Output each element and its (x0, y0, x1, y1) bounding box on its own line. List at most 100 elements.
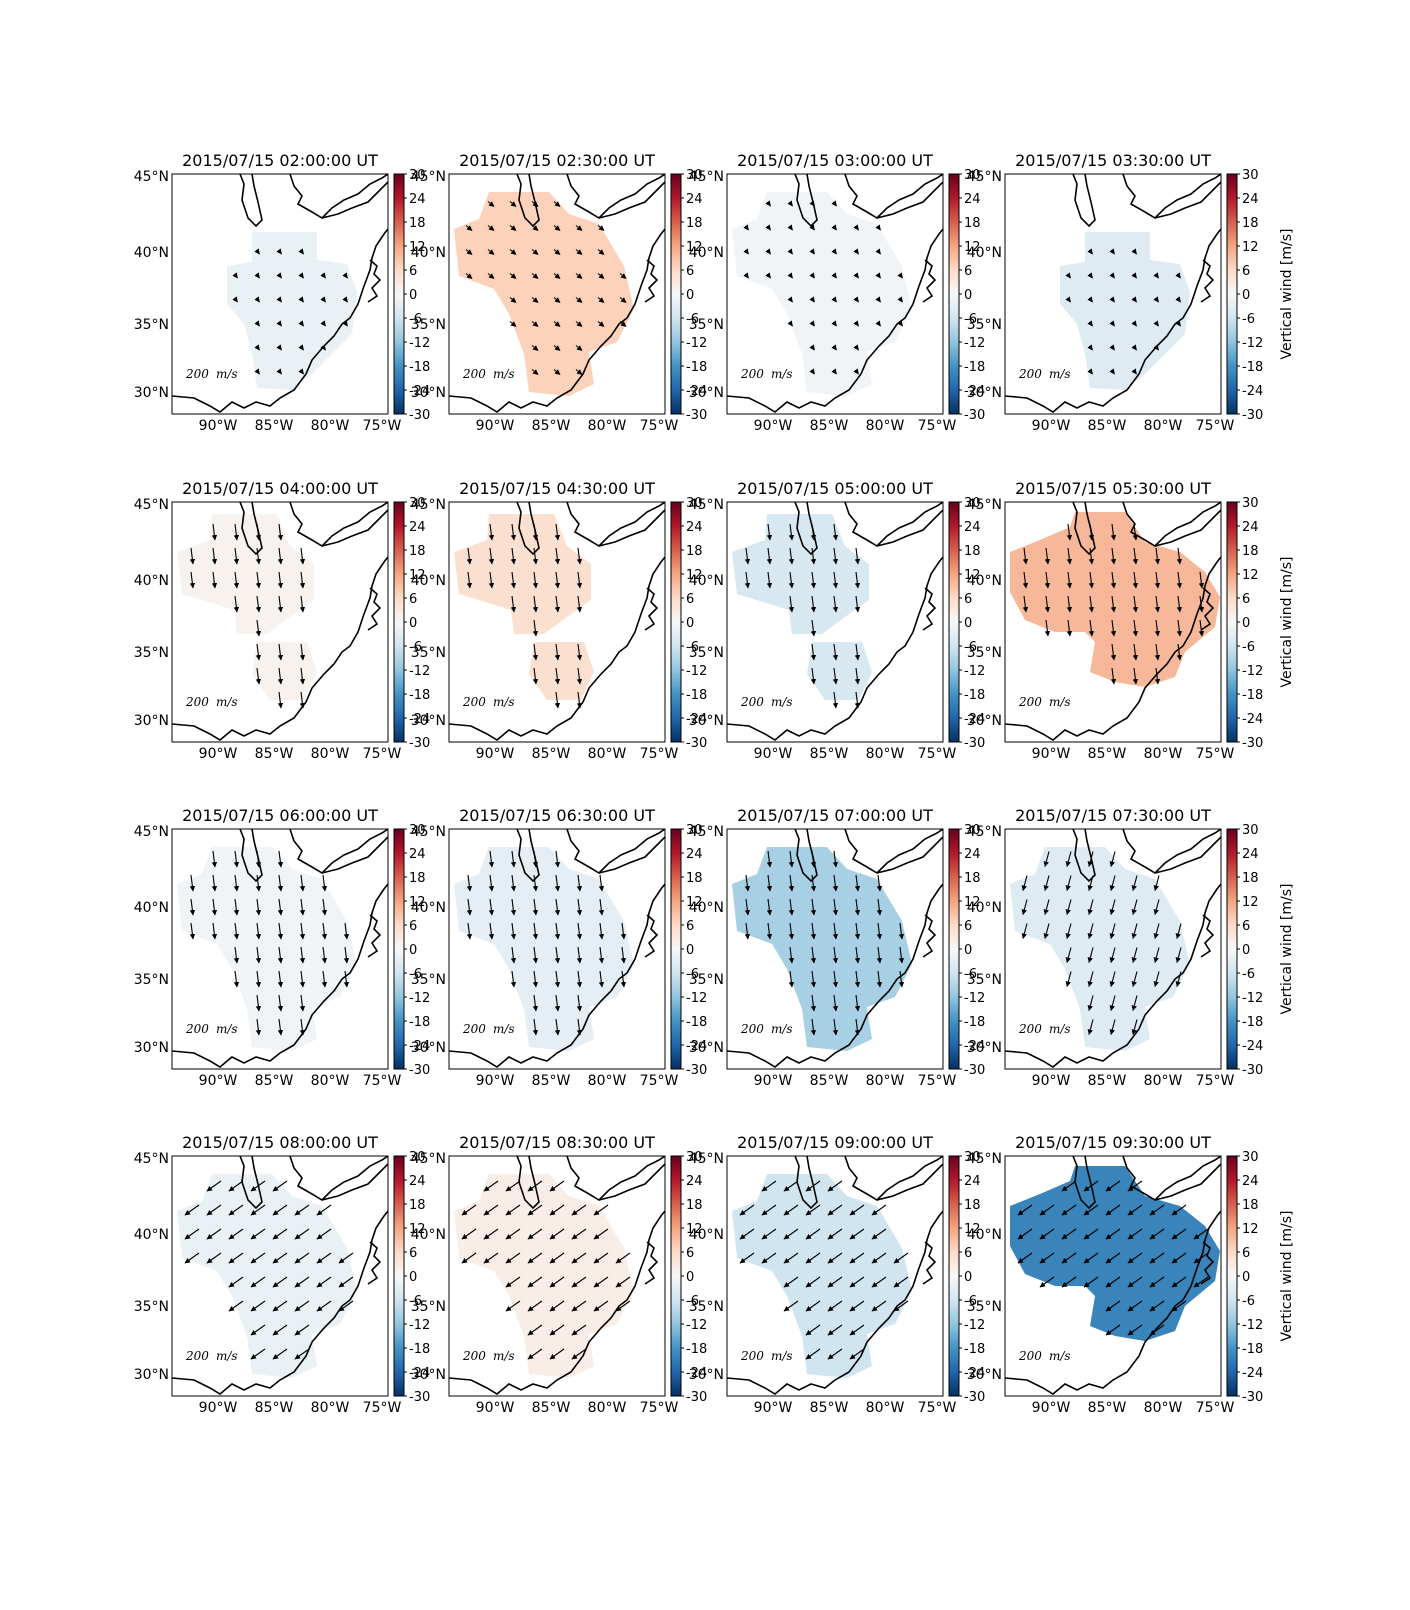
wind-arrow (854, 946, 861, 964)
wind-arrow (871, 1228, 887, 1240)
wind-arrow (575, 345, 583, 351)
wind-arrow (532, 946, 539, 964)
wind-arrow (1171, 1300, 1187, 1312)
wind-arrow (805, 1348, 821, 1360)
wind-arrow (277, 898, 284, 916)
wind-arrow (483, 1204, 499, 1216)
wind-arrow (554, 922, 561, 940)
lon-tick-label: 80°W (1144, 418, 1183, 434)
wind-arrow (527, 1180, 543, 1192)
lon-tick-label: 75°W (363, 418, 402, 434)
coastline (922, 587, 937, 631)
colorbar-tick-label: -12 (964, 991, 985, 1006)
wind-arrow (827, 1252, 843, 1264)
wind-arrow (571, 1300, 587, 1312)
wind-arrow (232, 296, 238, 303)
wind-arrow (299, 922, 306, 940)
wind-arrow (255, 667, 262, 685)
wind-arrow (549, 1252, 565, 1264)
coastline (876, 1163, 943, 1201)
colorbar-tick-label: -24 (409, 384, 430, 399)
panel-title: 2015/07/15 09:00:00 UT (737, 1133, 933, 1152)
wind-arrow (510, 850, 517, 868)
wind-arrow (554, 667, 561, 685)
colorbar (948, 828, 960, 1070)
coastline (321, 1163, 388, 1201)
colorbar-tick-label: -24 (1242, 1039, 1263, 1054)
wind-arrow (189, 571, 196, 589)
wind-arrow (206, 1228, 222, 1240)
wind-arrow (1171, 1276, 1187, 1288)
wind-arrow (466, 898, 473, 916)
map-frame (726, 501, 944, 743)
arrow-scale-unit: m/s (1049, 1022, 1071, 1036)
wind-arrow (1065, 875, 1072, 892)
colorbar-tick-label: -12 (686, 991, 707, 1006)
arrow-scale-label: 200 (185, 1349, 209, 1363)
colorbar-tick-label: 6 (686, 1246, 694, 1261)
colorbar-tick-label: -30 (964, 1390, 985, 1405)
wind-arrow (532, 643, 539, 661)
wind-arrow (1198, 619, 1205, 637)
wind-arrow (744, 898, 751, 916)
wind-arrow (532, 1018, 539, 1036)
coastline (449, 228, 665, 413)
colorbar-tick-label: 18 (1242, 1198, 1259, 1213)
wind-arrow (1175, 947, 1182, 964)
wind-arrow (553, 321, 561, 327)
wind-arrow (1109, 947, 1116, 964)
wind-arrow (509, 297, 517, 303)
lon-tick-label: 85°W (255, 418, 294, 434)
wind-arrow (832, 667, 839, 685)
wind-arrow (272, 1276, 288, 1288)
wind-arrow (827, 1348, 843, 1360)
wind-arrow (571, 1252, 587, 1264)
wind-arrow (1105, 1228, 1121, 1240)
wind-arrow (1039, 1276, 1055, 1288)
colorbar-tick-label: 0 (686, 1270, 694, 1285)
colorbar-tick-label: 6 (964, 1246, 972, 1261)
wind-arrow (206, 1252, 222, 1264)
wind-arrow (1153, 344, 1159, 351)
arrow-scale-unit: m/s (771, 1349, 793, 1363)
wind-arrow (1044, 619, 1051, 637)
wind-arrow (876, 946, 883, 964)
wind-arrow (810, 643, 817, 661)
panel-title: 2015/07/15 06:00:00 UT (182, 806, 378, 825)
wind-arrow (1087, 923, 1094, 940)
coastline (289, 829, 388, 875)
colorbar-tick-label: 0 (1242, 943, 1250, 958)
wind-arrow (510, 523, 517, 541)
wind-arrow (1131, 923, 1138, 940)
coastline (516, 829, 540, 883)
panels-grid: 2015/07/15 02:00:00 UT 200 m/s 45°N 40°N 35°N… (134, 151, 1295, 1416)
wind-arrow (483, 1252, 499, 1264)
wind-arrow (277, 547, 284, 565)
panel-title: 2015/07/15 07:00:00 UT (737, 806, 933, 825)
colorbar-tick-label: 30 (964, 823, 981, 838)
wind-arrow (276, 272, 282, 279)
lat-tick-label: 40°N (134, 1227, 169, 1243)
wind-arrow (488, 523, 495, 541)
lat-tick-label: 40°N (411, 245, 446, 261)
wind-arrow (299, 994, 306, 1012)
wind-arrow (810, 523, 817, 541)
wind-arrow (576, 667, 583, 685)
colorbar-tick-label: 30 (409, 496, 426, 511)
wind-arrow (805, 1300, 821, 1312)
wind-arrow (1175, 272, 1181, 279)
lon-tick-label: 75°W (640, 1073, 679, 1089)
colorbar-tick-label: -18 (409, 688, 430, 703)
wind-arrow (483, 1180, 499, 1192)
wind-arrow (571, 1348, 587, 1360)
wind-arrow (1149, 1300, 1165, 1312)
coastline (844, 829, 943, 875)
colorbar-tick-label: -6 (686, 1294, 699, 1309)
wind-arrow (576, 994, 583, 1012)
wind-arrow (321, 922, 328, 940)
lat-tick-label: 35°N (411, 317, 446, 333)
coastline (172, 883, 388, 1068)
colorbar (393, 173, 405, 415)
map-panel: 2015/07/15 02:30:00 UT 200 m/s 45°N 40°N 35°N… (411, 151, 708, 434)
wind-arrow (233, 874, 240, 892)
